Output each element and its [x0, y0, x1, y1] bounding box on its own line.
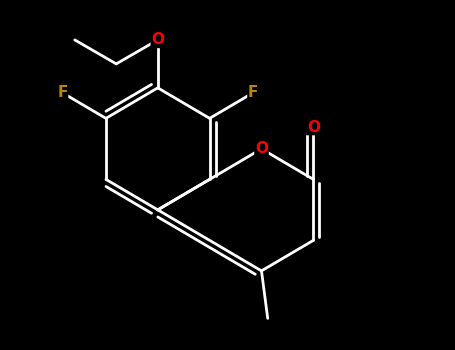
Text: F: F [248, 85, 258, 100]
Text: O: O [307, 120, 320, 134]
Text: F: F [57, 85, 67, 100]
Text: O: O [255, 141, 268, 156]
Text: O: O [151, 33, 164, 47]
